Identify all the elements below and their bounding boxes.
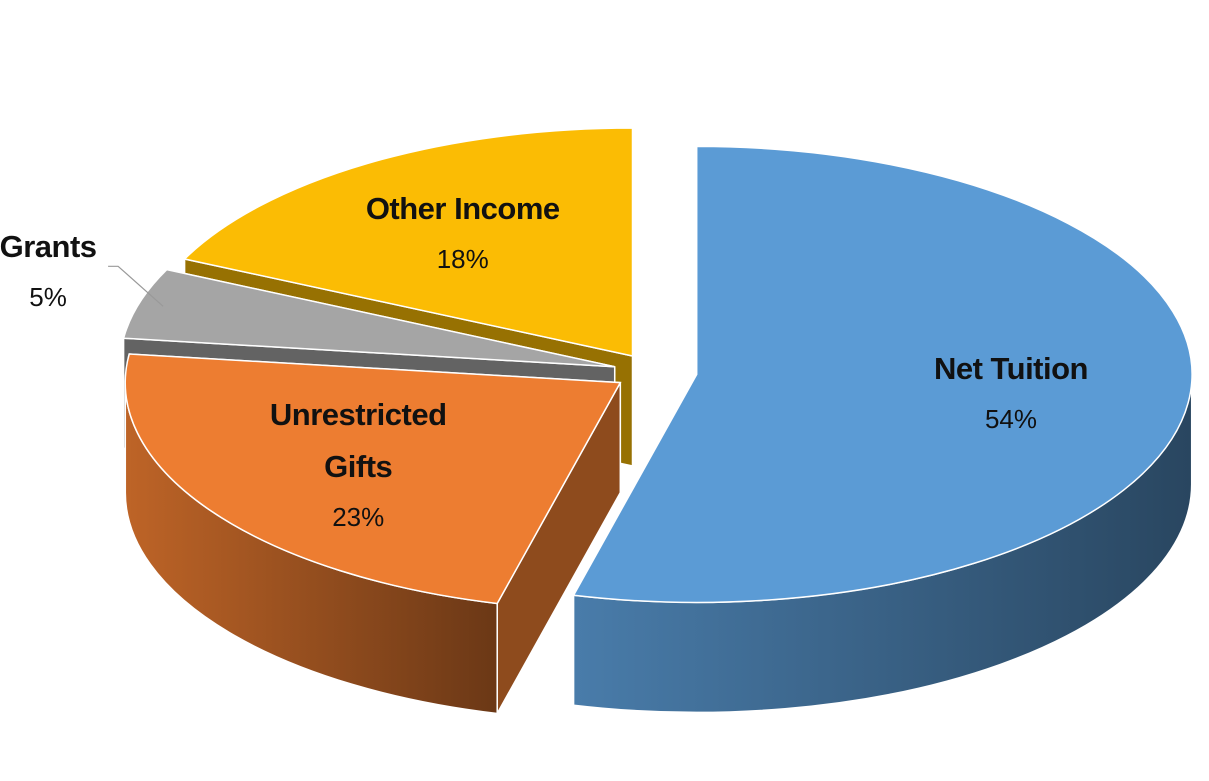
pie-slice [183,127,634,357]
data-label: Other Income 18% [338,183,588,283]
pie-slice [124,353,622,605]
value-label: 18% [436,243,489,274]
pie-slice [122,268,615,368]
value-label: 54% [984,403,1037,434]
category-label: Unrestricted Gifts [269,396,447,484]
value-label: 5% [29,282,67,313]
category-label: Other Income [365,190,560,226]
value-label: 23% [332,501,385,532]
data-label: Grants 5% [0,221,173,321]
data-label: Net Tuition 54% [886,343,1136,443]
category-label: Net Tuition [933,350,1089,386]
data-label: Unrestricted Gifts 23% [233,389,483,541]
leader-line [108,265,164,307]
pie-slice [572,145,1193,604]
category-label: Grants [0,229,97,265]
